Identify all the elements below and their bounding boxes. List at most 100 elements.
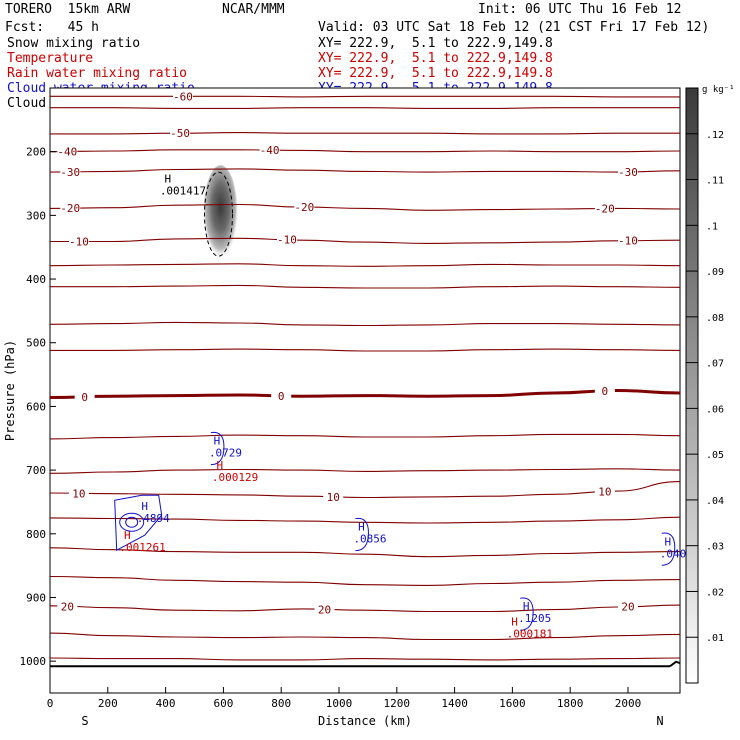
temperature-contour [49, 575, 681, 586]
x-tick-label: 800 [271, 697, 291, 710]
x-tick-label: 1200 [384, 697, 411, 710]
temperature-label: -40 [260, 144, 280, 157]
y-tick-label: 700 [26, 464, 46, 477]
colorbar-tick-label: .04 [706, 496, 724, 507]
temperature-label-bg [617, 165, 638, 177]
plot-area [49, 87, 681, 694]
temperature-contour [49, 604, 681, 613]
temperature-label: 20 [61, 600, 74, 613]
temperature-contour [49, 433, 681, 440]
temperature-label-bg [170, 127, 191, 139]
temperature-label-bg [617, 600, 638, 612]
temperature-label-bg [323, 490, 344, 502]
temperature-contour [50, 95, 680, 98]
maximum-value: .000181 [507, 627, 553, 640]
colorbar-tick-label: .12 [706, 130, 724, 141]
colorbar-tick-label: .07 [706, 359, 724, 370]
temperature-contour [49, 632, 681, 641]
maximum-marker: H [217, 459, 224, 472]
org-title: NCAR/MMM [222, 2, 285, 17]
temperature-label: -10 [277, 234, 297, 247]
colorbar-tick-label: .08 [706, 313, 724, 324]
valid-time: Valid: 03 UTC Sat 18 Feb 12 (21 CST Fri … [318, 20, 710, 35]
maximum-marker: H [523, 600, 530, 613]
temperature-contour [49, 657, 681, 661]
x-tick-label: 2000 [615, 697, 642, 710]
temperature-label-bg [60, 202, 81, 214]
colorbar-unit: g kg⁻¹ [702, 85, 735, 95]
temperature-label: -10 [618, 235, 638, 248]
maximum-marker: H [214, 435, 221, 448]
plot-frame [49, 87, 681, 694]
temperature-label: -20 [595, 202, 615, 215]
legend-xy: XY= 222.9, 5.1 to 222.9,149.8 [318, 51, 553, 66]
temperature-label-bg [259, 144, 280, 156]
cloud-water-contour [520, 597, 534, 631]
temperature-label-bg [276, 233, 297, 245]
colorbar-bar [685, 87, 699, 684]
temperature-label: -60 [173, 90, 193, 103]
cloud-water-contour [355, 517, 369, 552]
temperature-label: 20 [621, 601, 634, 614]
x-tick-label: 1600 [499, 697, 526, 710]
temperature-label-bg [172, 90, 193, 102]
temperature-label: -50 [170, 127, 190, 140]
y-tick-label: 300 [26, 209, 46, 222]
terrain-line [669, 660, 681, 668]
temperature-label: 10 [327, 491, 340, 504]
x-tick-label: 400 [156, 697, 176, 710]
temperature-label-bg [271, 389, 292, 401]
cloud-water-contour [661, 532, 676, 566]
cloud-water-contour [125, 516, 139, 528]
y-tick-label: 400 [26, 273, 46, 286]
temperature-label: -10 [69, 235, 89, 248]
forecast-hour: Fcst: 45 h [5, 20, 99, 35]
y-tick-label: 1000 [20, 655, 47, 668]
legend-xy: XY= 222.9, 5.1 to 222.9,149.8 [318, 66, 553, 81]
legend-xy: XY= 222.9, 5.1 to 222.9,149.8 [318, 36, 553, 51]
colorbar-tick-label: .01 [706, 633, 724, 644]
temperature-contour [49, 388, 681, 399]
temperature-contour [49, 203, 681, 211]
colorbar-tick-label: .11 [706, 176, 724, 187]
maximum-value: .001417 [160, 184, 206, 197]
maximum-marker: H [165, 172, 172, 185]
y-tick-label: 500 [26, 337, 46, 350]
colorbar-tick-label: .1 [706, 221, 718, 232]
y-axis-label: Pressure (hPa) [3, 340, 17, 441]
maximum-value: .000129 [212, 471, 258, 484]
legend-label: Snow mixing ratio [7, 36, 141, 51]
temperature-label-bg [68, 487, 89, 499]
axes: 0 200 400 600 800 1000 1200 1400 1600 1800 2000200… [3, 146, 681, 728]
temperature-label-bg [594, 384, 615, 396]
temperature-contour [49, 168, 681, 173]
snow-shading [203, 165, 238, 260]
cloud-water-contour [119, 512, 145, 532]
x-tick-label: 200 [98, 697, 118, 710]
x-tick-label: 0 [47, 697, 54, 710]
temperature-label-bg [617, 234, 638, 246]
init-time: Init: 06 UTC Thu 16 Feb 12 [478, 2, 682, 17]
y-tick-label: 800 [26, 528, 46, 541]
temperature-label: -20 [60, 202, 80, 215]
snow-maximum [203, 165, 238, 260]
cloud-water-contour [114, 494, 163, 552]
x-tick-label: 600 [213, 697, 233, 710]
colorbar-tick-label: .03 [706, 542, 724, 553]
x-axis-label: Distance (km) [318, 714, 412, 728]
maximum-value: .0856 [353, 533, 386, 546]
temperature-contour [49, 263, 681, 267]
temperature-label: 0 [602, 385, 609, 398]
colorbar-tick-label: .09 [706, 267, 724, 278]
temperature-label-bg [57, 145, 78, 157]
temperature-label-bg [74, 390, 95, 402]
maximum-marker: H [511, 615, 518, 628]
maximum-marker: H [141, 500, 148, 513]
y-tick-label: 200 [26, 146, 46, 159]
model-title: TORERO 15km ARW [5, 2, 131, 17]
maximum-value: .4894 [137, 512, 170, 525]
x-tick-label: 1400 [441, 697, 468, 710]
temperature-contour [49, 321, 681, 327]
temperature-contour [49, 516, 681, 524]
